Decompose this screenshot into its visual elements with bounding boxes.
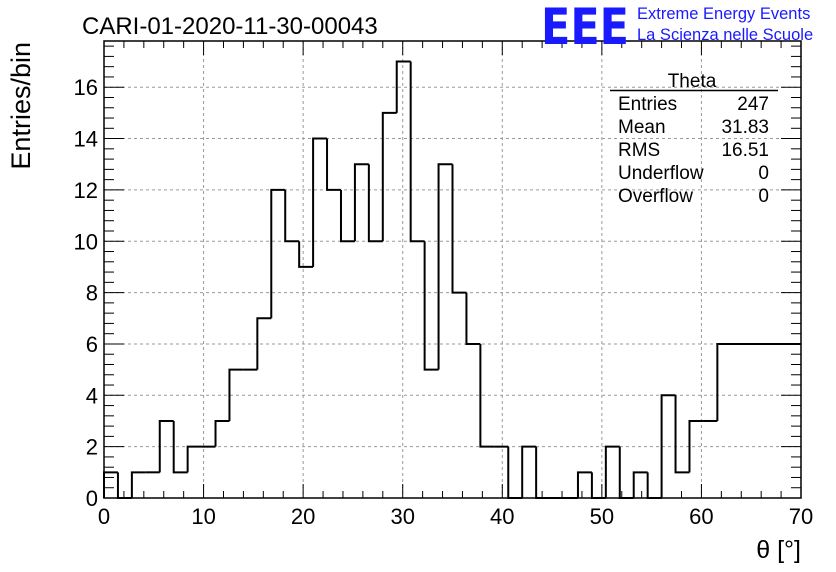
histogram-bin (186, 445, 202, 473)
y-tick-label: 14 (74, 127, 98, 152)
stats-row-label: Overflow (618, 186, 693, 207)
histogram-bin (465, 292, 481, 345)
stats-row-label: Entries (618, 94, 677, 115)
histogram-bin (632, 471, 648, 498)
histogram-bin (646, 472, 662, 499)
histogram-bin (395, 60, 411, 113)
y-tick-label: 4 (86, 383, 98, 408)
histogram-bin (521, 445, 537, 498)
histogram-bin (618, 446, 634, 499)
y-tick-label: 6 (86, 332, 98, 357)
histogram-bin (674, 395, 690, 474)
x-tick-label: 40 (490, 504, 514, 529)
histogram-outline (103, 60, 801, 499)
y-tick-label: 16 (74, 75, 98, 100)
plot-frame (103, 40, 802, 499)
histogram-bin (688, 419, 704, 473)
x-tick-labels: 0 10 20 30 40 50 60 70 (98, 504, 813, 529)
histogram-bin (326, 138, 341, 191)
grid-lines (104, 41, 801, 498)
stats-row-label: Mean (618, 117, 666, 138)
stats-row-label: RMS (618, 140, 660, 161)
x-tick-label: 70 (789, 504, 813, 529)
x-tick-label: 50 (590, 504, 614, 529)
stats-row-value: 0 (758, 186, 769, 207)
x-tick-label: 60 (689, 504, 713, 529)
stats-row-value: 16.51 (721, 140, 769, 161)
stats-row-value: 247 (737, 94, 769, 115)
histogram-bin (270, 188, 286, 319)
eee-logo-line2: La Scienza nelle Scuole (637, 26, 813, 44)
axis-ticks (103, 41, 802, 499)
stats-box: Theta Entries 247 Mean 31.83 RMS 16.51 Underfl… (610, 71, 778, 207)
histogram-bin (716, 342, 801, 421)
stats-box-title: Theta (668, 71, 717, 92)
eee-logo-mark: EEE (541, 0, 629, 56)
x-tick-label: 0 (98, 504, 110, 529)
stats-row-label: Underflow (618, 163, 704, 184)
histogram-bin (256, 317, 272, 370)
histogram-bin (116, 472, 132, 499)
histogram-bin (381, 111, 397, 242)
histogram-bin (590, 472, 606, 499)
histogram-bin (353, 163, 369, 242)
stats-row-value: 0 (758, 163, 769, 184)
histogram-bin (284, 189, 300, 243)
histogram-bin (409, 61, 425, 243)
eee-logo-line1: Extreme Energy Events (637, 5, 810, 23)
eee-logo: EEE Extreme Energy Events La Scienza nel… (541, 0, 813, 56)
histogram-bin (437, 163, 453, 370)
histogram-bin (660, 394, 676, 498)
histogram-bin (172, 420, 188, 474)
stats-row-value: 31.83 (721, 117, 769, 138)
y-tick-label: 12 (74, 178, 98, 203)
histogram-bin (576, 471, 592, 498)
histogram-bin (103, 471, 118, 498)
y-tick-label: 10 (74, 229, 98, 254)
histogram-bin (367, 164, 383, 243)
histogram-bin (451, 164, 467, 294)
y-tick-label: 2 (86, 435, 98, 460)
histogram-bin (298, 241, 314, 268)
x-tick-label: 20 (291, 504, 315, 529)
x-axis-label: θ [°] (756, 536, 801, 564)
histogram-bin (423, 241, 439, 371)
x-tick-label: 10 (191, 504, 215, 529)
histogram-bin (130, 471, 146, 498)
histogram-bin (312, 137, 328, 267)
chart-title: CARI-01-2020-11-30-00043 (82, 13, 378, 40)
histogram-bin (214, 419, 230, 447)
histogram-bin (604, 445, 620, 498)
y-tick-label: 8 (86, 281, 98, 306)
x-tick-label: 30 (390, 504, 414, 529)
y-tick-labels: 0 2 4 6 8 10 12 14 16 (74, 75, 98, 511)
histogram-bin (535, 446, 551, 499)
y-tick-label: 0 (86, 486, 98, 511)
histogram-bin (158, 419, 174, 473)
histogram-bin (339, 189, 355, 243)
y-axis-label: Entries/bin (6, 42, 36, 170)
histogram-bin (228, 368, 244, 421)
histogram-bin (507, 446, 523, 499)
histogram-bin (479, 343, 495, 448)
